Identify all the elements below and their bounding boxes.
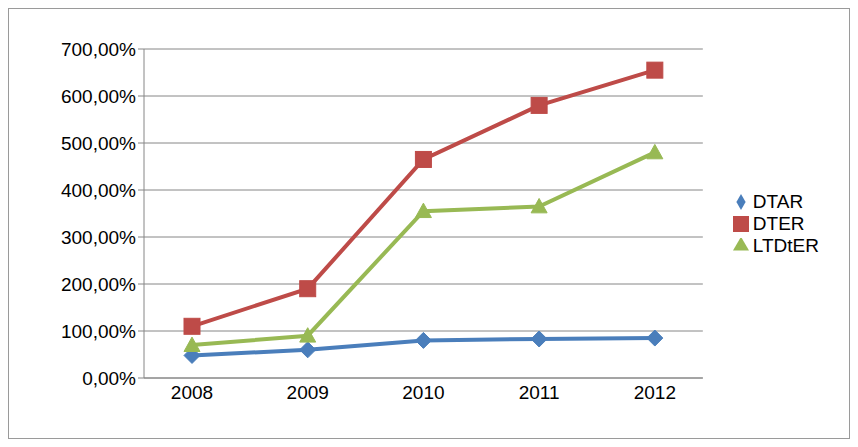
svg-text:600,00%: 600,00% xyxy=(61,86,136,107)
svg-text:400,00%: 400,00% xyxy=(61,180,136,201)
html-text:DTER: DTER xyxy=(752,212,805,234)
html-text:DTAR: DTAR xyxy=(752,190,804,212)
svg-text:2011: 2011 xyxy=(519,382,560,403)
svg-text:2008: 2008 xyxy=(171,382,213,403)
svg-text:2010: 2010 xyxy=(402,382,444,403)
svg-text:500,00%: 500,00% xyxy=(61,133,136,154)
html-text:LTDtER: LTDtER xyxy=(752,234,819,256)
svg-text:2012: 2012 xyxy=(634,382,676,403)
svg-text:200,00%: 200,00% xyxy=(61,274,136,295)
svg-text:2009: 2009 xyxy=(287,382,329,403)
svg-text:700,00%: 700,00% xyxy=(61,39,136,60)
svg-text:0,00%: 0,00% xyxy=(82,368,136,389)
svg-text:300,00%: 300,00% xyxy=(61,227,136,248)
svg-text:100,00%: 100,00% xyxy=(61,321,136,342)
